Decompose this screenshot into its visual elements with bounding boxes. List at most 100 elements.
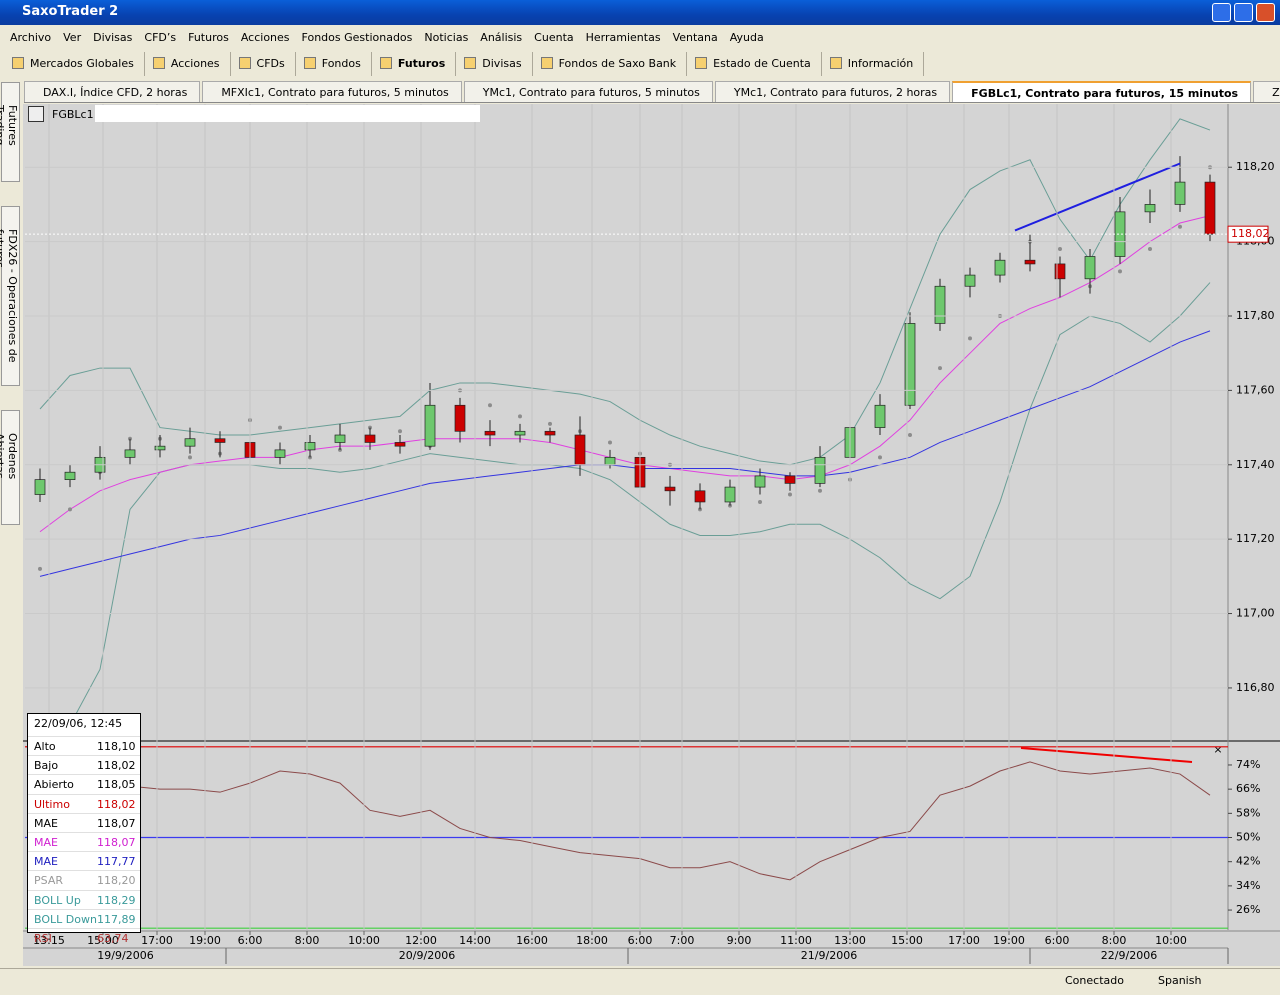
status-bar: Conectado Spanish — [0, 968, 1280, 995]
info-row: Ultimo 118,02 — [28, 793, 140, 813]
psar-dot — [1178, 224, 1182, 229]
menu-item[interactable]: Futuros — [188, 31, 229, 44]
info-label: BOLL Down — [34, 912, 97, 926]
toolbar-icon — [152, 57, 165, 69]
menu-item[interactable]: Herramientas — [585, 31, 661, 44]
rsi-panel — [25, 746, 1228, 929]
instrument: FGBLc1 — [52, 108, 94, 121]
sidebar-tab[interactable]: Futures Trading — [0, 82, 20, 182]
toolbar-button[interactable]: Divisas — [456, 52, 533, 76]
y-tick-label: 26% — [1236, 903, 1260, 916]
toolbar-button[interactable]: Información — [822, 52, 925, 76]
info-title: 22/09/06, 12:45 — [34, 717, 123, 730]
toolbar-button[interactable]: Fondos de Saxo Bank — [533, 52, 688, 76]
psar-dot — [38, 566, 42, 571]
toolbar-button[interactable]: Fondos — [296, 52, 372, 76]
info-value: 118,07 — [97, 835, 136, 849]
psar-dot — [758, 499, 762, 504]
overlay-line — [39, 330, 1211, 577]
rsi-line — [39, 761, 1211, 881]
toolbar-button[interactable]: Estado de Cuenta — [687, 52, 822, 76]
menu-item[interactable]: Ver — [63, 31, 82, 44]
toolbar-button[interactable]: CFDs — [231, 52, 296, 76]
sidebar-tab[interactable]: Ordenes Abiertas — [0, 410, 20, 525]
status-text: Spanish — [1158, 974, 1202, 987]
toolbar-label: Divisas — [482, 57, 522, 70]
toolbar-label: Estado de Cuenta — [713, 57, 811, 70]
y-tick-label: 34% — [1236, 879, 1260, 892]
menu-item[interactable]: Análisis — [480, 31, 523, 44]
menu-item[interactable]: Fondos Gestionados — [301, 31, 413, 44]
candle-body — [1174, 181, 1186, 205]
candle-body — [1114, 211, 1126, 257]
tab[interactable]: DAX.I, Índice CFD, 2 horas — [24, 81, 201, 102]
tab[interactable]: MFXIc1, Contrato para futuros, 5 minutos — [202, 81, 462, 102]
x-tick-label: 6:00 — [1045, 934, 1070, 947]
y-tick-label: 117,60 — [1236, 383, 1275, 396]
menu-item[interactable]: Noticias — [424, 31, 469, 44]
candle-body — [1024, 259, 1036, 265]
info-row: Bajo 118,02 — [28, 755, 140, 774]
x-tick-label: 16:00 — [516, 934, 548, 947]
tab[interactable]: FGBLc1, Contrato para futuros, 15 minuto… — [952, 81, 1252, 102]
psar-dot — [788, 492, 792, 497]
x-tick-label: 14:00 — [459, 934, 491, 947]
candle-body — [394, 442, 406, 447]
info-value: 118,07 — [97, 816, 136, 830]
candle-body — [304, 442, 316, 451]
dropdown[interactable] — [28, 106, 44, 122]
window-title: SaxoTrader 2 — [22, 4, 119, 19]
psar-dot — [878, 455, 882, 460]
toolbar-button[interactable]: Acciones — [145, 52, 231, 76]
tab[interactable]: YMc1, Contrato para futuros, 2 horas — [714, 81, 951, 102]
toolbar-label: Fondos de Saxo Bank — [558, 57, 677, 70]
toolbar-icon — [829, 57, 842, 69]
instrument-input[interactable] — [95, 105, 480, 122]
tab[interactable]: YMc1, Contrato para futuros, 5 minutos — [463, 81, 713, 102]
minimize-button[interactable] — [1212, 3, 1231, 22]
menu-item[interactable]: CFD’s — [144, 31, 177, 44]
menu-item[interactable]: Archivo — [10, 31, 52, 44]
psar-dot — [68, 507, 72, 512]
trend-line — [1020, 747, 1193, 763]
tab-bar: DAX.I, Índice CFD, 2 horas MFXIc1, Contra… — [24, 81, 1280, 103]
candle-body — [784, 475, 796, 484]
y-tick-label: 116,80 — [1236, 681, 1275, 694]
info-row: PSAR 118,20 — [28, 870, 140, 889]
x-tick-label: 15:00 — [87, 934, 119, 947]
menu-item[interactable]: Cuenta — [534, 31, 574, 44]
toolbar-button[interactable]: Futuros — [372, 52, 457, 76]
sidebar-tab[interactable]: FDX26 - Operaciones de futuros — [0, 206, 20, 386]
candle-body — [64, 471, 76, 480]
candle-body — [1204, 181, 1216, 235]
info-value: 117,77 — [97, 855, 136, 869]
info-value: 118,05 — [97, 778, 136, 792]
menu-item[interactable]: Divisas — [93, 31, 133, 44]
info-value: 118,10 — [97, 740, 136, 753]
menu-item[interactable]: Ventana — [672, 31, 718, 44]
candle-body — [574, 434, 586, 466]
toolbar-icon — [695, 57, 708, 69]
close-icon[interactable]: × — [1213, 743, 1222, 756]
candle-body — [334, 434, 346, 443]
candle-body — [964, 274, 976, 287]
menu-item[interactable]: Ayuda — [729, 31, 764, 44]
tab[interactable]: ZG — [1253, 81, 1280, 102]
info-value: 118,02 — [97, 797, 136, 811]
info-row: BOLL Up 118,29 — [28, 889, 140, 909]
x-tick-label: 15:00 — [891, 934, 923, 947]
toolbar-button[interactable]: Mercados Globales — [4, 52, 145, 76]
date-label: 19/9/2006 — [97, 949, 153, 962]
x-tick-label: 10:00 — [1155, 934, 1187, 947]
candle-body — [1054, 263, 1066, 280]
menu-item[interactable]: Acciones — [240, 31, 290, 44]
maximize-button[interactable] — [1234, 3, 1253, 22]
candle-body — [694, 490, 706, 503]
candle-body — [34, 479, 46, 495]
info-label: MAE — [34, 855, 58, 869]
date-label: 20/9/2006 — [399, 949, 455, 962]
candle-body — [664, 486, 676, 492]
close-button[interactable] — [1256, 3, 1275, 22]
candle-body — [724, 486, 736, 503]
